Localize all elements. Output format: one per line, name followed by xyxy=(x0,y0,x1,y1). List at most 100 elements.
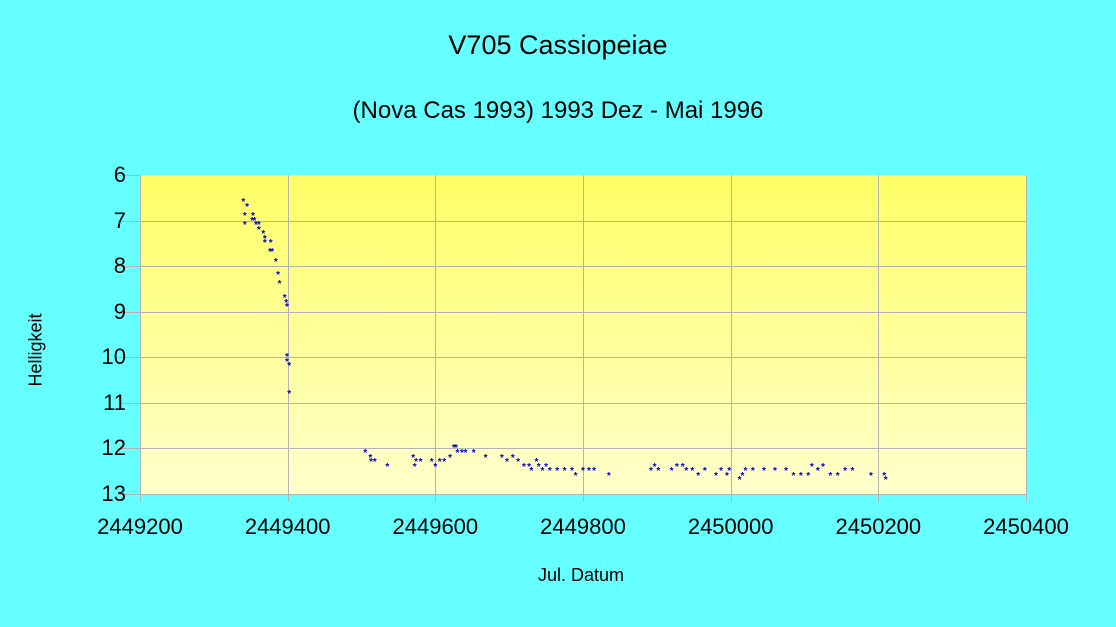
data-point-marker: * xyxy=(573,470,578,482)
x-tick-label: 2450200 xyxy=(835,514,922,539)
data-point-marker: * xyxy=(242,220,247,232)
data-point-marker: * xyxy=(569,466,574,478)
y-tick-label: 11 xyxy=(103,389,126,415)
chart-title: V705 Cassiopeiae xyxy=(448,30,668,60)
data-point-marker: * xyxy=(544,461,549,473)
gridline-v xyxy=(878,175,880,494)
y-tick xyxy=(118,175,140,176)
data-point-marker: * xyxy=(713,470,718,482)
data-point-marker: * xyxy=(429,457,434,469)
data-point-marker: * xyxy=(270,247,275,259)
data-point-marker: * xyxy=(277,279,282,291)
data-point-marker: * xyxy=(251,211,255,222)
data-point-marker: * xyxy=(821,461,825,473)
data-point-marker: * xyxy=(791,470,796,482)
y-tick xyxy=(118,311,140,313)
data-point-marker: * xyxy=(690,466,695,478)
x-tick xyxy=(140,494,141,502)
data-point-marker: * xyxy=(606,470,611,482)
x-tick-label: 2449600 xyxy=(392,514,479,539)
data-point-marker: * xyxy=(284,297,289,309)
data-point-marker: * xyxy=(540,466,545,478)
x-tick-label: 2449200 xyxy=(97,514,183,539)
data-point-marker: * xyxy=(521,461,526,473)
data-point-marker: * xyxy=(882,470,887,482)
data-point-marker: * xyxy=(527,461,532,473)
data-point-marker: * xyxy=(586,466,591,478)
data-point-marker: * xyxy=(372,457,377,469)
data-point-marker: * xyxy=(459,447,464,459)
x-tick-label: 2450000 xyxy=(687,514,774,539)
data-point-marker: * xyxy=(555,466,560,478)
x-tick-label: 2449800 xyxy=(540,514,626,539)
data-point-marker: * xyxy=(743,466,748,478)
data-point-marker: * xyxy=(437,457,442,469)
data-point-marker: * xyxy=(504,457,509,469)
data-point-marker: * xyxy=(562,466,567,478)
data-point-marker: * xyxy=(534,457,539,469)
data-point-marker: * xyxy=(499,452,504,464)
data-point-marker: * xyxy=(483,452,488,464)
y-tick xyxy=(118,266,140,268)
data-point-marker: * xyxy=(850,466,855,478)
data-point-marker: * xyxy=(648,466,653,478)
gridline-v xyxy=(140,175,141,494)
data-point-marker: * xyxy=(448,452,453,464)
x-tick xyxy=(583,494,584,502)
data-point-marker: * xyxy=(815,466,820,478)
x-tick xyxy=(1026,494,1027,502)
data-point-marker: * xyxy=(883,475,888,487)
data-point-marker: * xyxy=(284,352,289,364)
data-point-marker: * xyxy=(262,238,267,250)
data-point-marker: * xyxy=(256,224,261,236)
data-point-marker: * xyxy=(418,457,423,469)
data-point-marker: * xyxy=(284,356,289,368)
data-point-marker: * xyxy=(363,447,368,459)
gridline-v xyxy=(730,175,732,494)
y-tick xyxy=(118,220,140,222)
gridline-v xyxy=(583,175,584,494)
data-point-marker: * xyxy=(798,470,803,482)
data-point-marker: * xyxy=(273,256,278,268)
data-point-marker: * xyxy=(442,457,447,469)
data-point-marker: * xyxy=(727,466,732,478)
plot-area xyxy=(140,175,1027,495)
data-point-marker: * xyxy=(287,388,292,400)
data-point-marker: * xyxy=(412,461,417,473)
data-point-marker: * xyxy=(536,461,541,473)
data-point-marker: * xyxy=(680,461,685,473)
data-point-marker: * xyxy=(592,466,597,478)
data-point-marker: * xyxy=(261,229,266,241)
data-point-marker: * xyxy=(547,466,552,478)
chart-subtitle: (Nova Cas 1993) 1993 Dez - Mai 1996 xyxy=(352,97,764,124)
data-point-marker: * xyxy=(411,452,416,464)
data-point-marker: * xyxy=(242,211,247,222)
data-point-marker: * xyxy=(433,461,438,473)
y-axis-label: Helligkeit xyxy=(25,313,46,387)
data-point-marker: * xyxy=(368,452,373,464)
y-tick xyxy=(118,357,140,359)
data-point-marker: * xyxy=(656,466,661,478)
data-point-marker: * xyxy=(835,470,840,482)
gridline-v xyxy=(435,175,437,494)
data-point-marker: * xyxy=(256,220,261,232)
data-point-marker: * xyxy=(250,215,255,227)
data-point-marker: * xyxy=(510,452,515,464)
data-point-marker: * xyxy=(414,457,419,469)
gridline-v xyxy=(287,175,289,494)
y-tick-label: 8 xyxy=(113,253,126,279)
data-point-marker: * xyxy=(287,361,292,373)
data-point-marker: * xyxy=(737,475,742,487)
x-tick xyxy=(730,494,732,502)
y-tick-label: 6 xyxy=(113,162,126,187)
data-point-marker: * xyxy=(241,197,246,209)
x-tick xyxy=(435,494,437,502)
data-point-marker: * xyxy=(276,270,281,282)
data-point-marker: * xyxy=(454,443,458,455)
data-point-marker: * xyxy=(581,466,585,478)
data-point-marker: * xyxy=(652,461,657,473)
y-tick xyxy=(118,494,140,495)
data-point-marker: * xyxy=(268,238,273,250)
data-point-marker: * xyxy=(684,466,689,478)
y-tick xyxy=(118,402,140,404)
